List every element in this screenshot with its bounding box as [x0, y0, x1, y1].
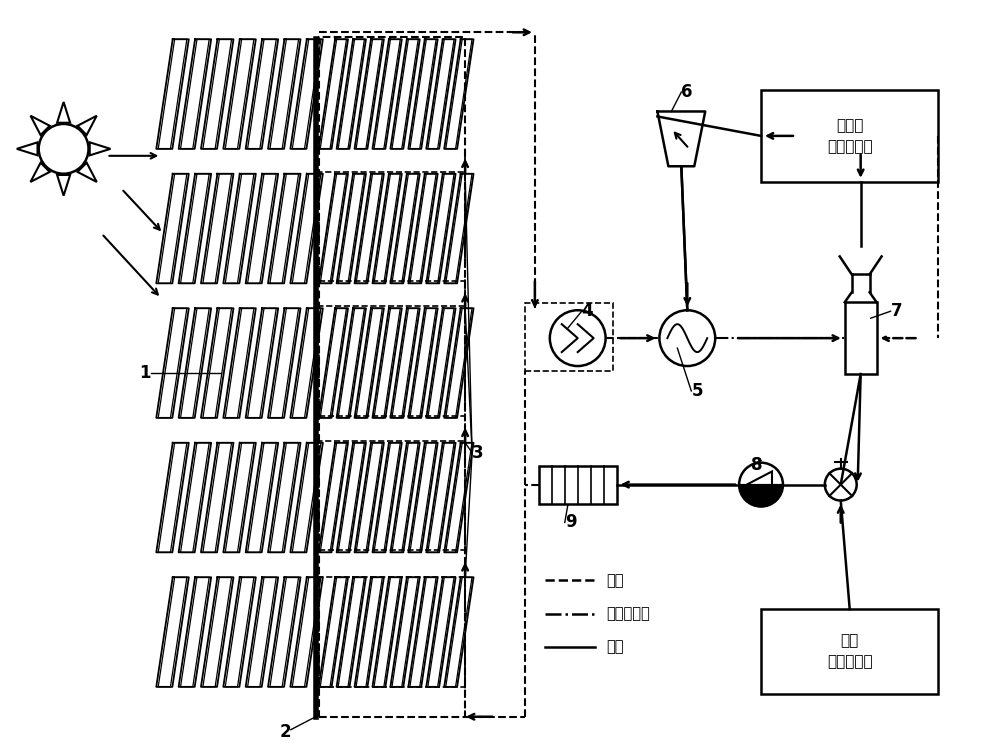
Text: 5: 5	[691, 382, 703, 400]
Text: 醇类
（反应物）: 醇类 （反应物）	[827, 633, 873, 669]
Bar	[845, 302, 877, 374]
Text: 4: 4	[582, 302, 593, 320]
Text: 3: 3	[472, 444, 484, 462]
Bar	[319, 172, 465, 282]
Text: 液体: 液体	[607, 639, 624, 654]
Bar	[539, 465, 617, 504]
Bar	[525, 303, 613, 371]
Bar	[319, 37, 465, 717]
Bar	[319, 578, 465, 687]
Polygon shape	[739, 485, 783, 507]
Text: 9: 9	[565, 514, 576, 532]
Bar	[761, 609, 938, 694]
Text: 2: 2	[280, 723, 292, 741]
Text: 1: 1	[139, 364, 151, 382]
Bar	[761, 90, 938, 181]
Text: 合成气
（生成物）: 合成气 （生成物）	[827, 118, 873, 154]
Text: 气液混合物: 气液混合物	[607, 607, 650, 622]
Bar	[319, 306, 465, 416]
Text: 8: 8	[751, 456, 763, 474]
Bar	[319, 441, 465, 550]
Text: 7: 7	[891, 302, 902, 320]
Text: 6: 6	[681, 83, 693, 101]
Text: 气体: 气体	[607, 573, 624, 588]
